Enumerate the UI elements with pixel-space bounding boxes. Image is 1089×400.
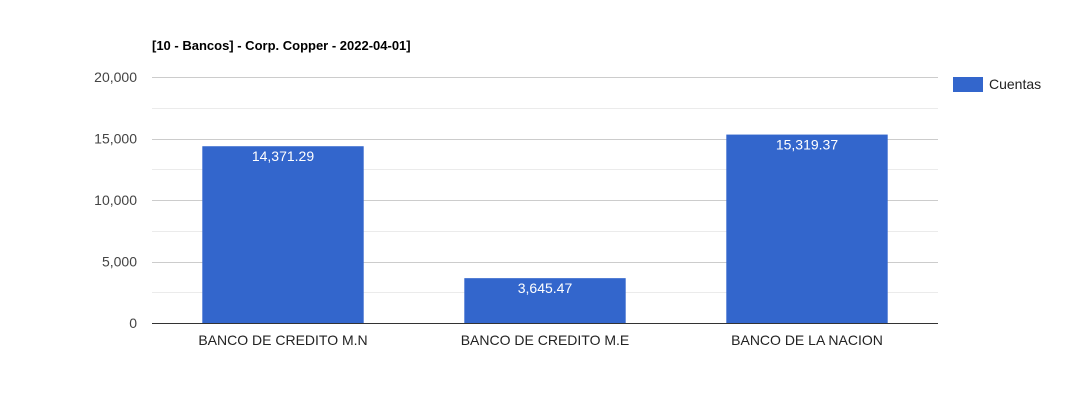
bar[interactable] — [726, 134, 888, 323]
y-tick-label: 5,000 — [102, 254, 137, 270]
y-axis: 0 5,000 10,000 15,000 20,000 — [94, 69, 137, 331]
y-tick-label: 15,000 — [94, 131, 137, 147]
data-label: 3,645.47 — [518, 280, 573, 296]
x-tick-label: BANCO DE CREDITO M.E — [461, 332, 630, 348]
x-axis: BANCO DE CREDITO M.N BANCO DE CREDITO M.E… — [152, 323, 938, 348]
x-tick-label: BANCO DE LA NACION — [731, 332, 883, 348]
data-label: 14,371.29 — [252, 148, 314, 164]
legend-swatch — [953, 77, 983, 92]
chart-title: [10 - Bancos] - Corp. Copper - 2022-04-0… — [152, 38, 411, 53]
bar[interactable] — [464, 278, 626, 323]
legend-label: Cuentas — [989, 76, 1041, 92]
y-tick-label: 20,000 — [94, 69, 137, 85]
y-tick-label: 10,000 — [94, 192, 137, 208]
x-tick-label: BANCO DE CREDITO M.N — [198, 332, 367, 348]
bar[interactable] — [202, 146, 364, 323]
y-tick-label: 0 — [129, 315, 137, 331]
data-label: 15,319.37 — [776, 137, 838, 153]
legend[interactable]: Cuentas — [953, 76, 1041, 92]
bars: 14,371.29 3,645.47 15,319.37 — [202, 134, 888, 323]
